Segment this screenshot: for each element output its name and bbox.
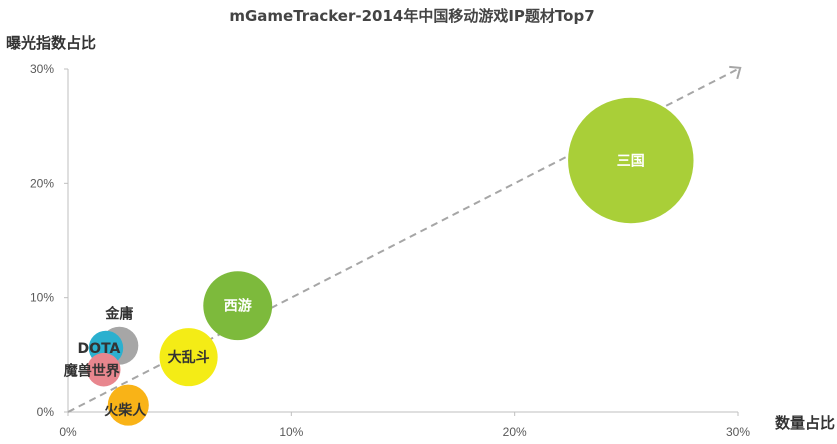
bubble-三国 xyxy=(568,97,694,224)
chart-title: mGameTracker-2014年中国移动游戏IP题材Top7 xyxy=(229,7,594,25)
bubble-label: 西游 xyxy=(224,298,252,315)
y-tick-label: 20% xyxy=(30,176,54,190)
bubble-label: 魔兽世界 xyxy=(64,363,121,380)
y-tick-label: 10% xyxy=(30,291,54,305)
bubble-label: 火柴人 xyxy=(104,402,147,419)
y-axis-title: 曝光指数占比 xyxy=(6,34,96,52)
x-tick-label: 30% xyxy=(726,425,750,439)
bubble-label: 金庸 xyxy=(104,306,133,323)
bubble-西游 xyxy=(203,271,273,341)
y-tick-label: 30% xyxy=(30,62,54,76)
y-tick-label: 0% xyxy=(37,405,55,419)
bubble-label: DOTA xyxy=(78,341,121,357)
trend-arrowhead xyxy=(729,65,742,80)
bubble-火柴人 xyxy=(107,384,149,426)
x-tick-label: 10% xyxy=(279,425,303,439)
bubble-大乱斗 xyxy=(159,328,218,387)
bubble-魔兽世界 xyxy=(86,352,121,387)
bubble-label: 三国 xyxy=(617,153,645,169)
x-tick-label: 0% xyxy=(59,425,77,439)
x-tick-label: 20% xyxy=(503,425,527,439)
x-axis-title: 数量占比 xyxy=(775,414,835,432)
bubble-label: 大乱斗 xyxy=(168,349,210,366)
